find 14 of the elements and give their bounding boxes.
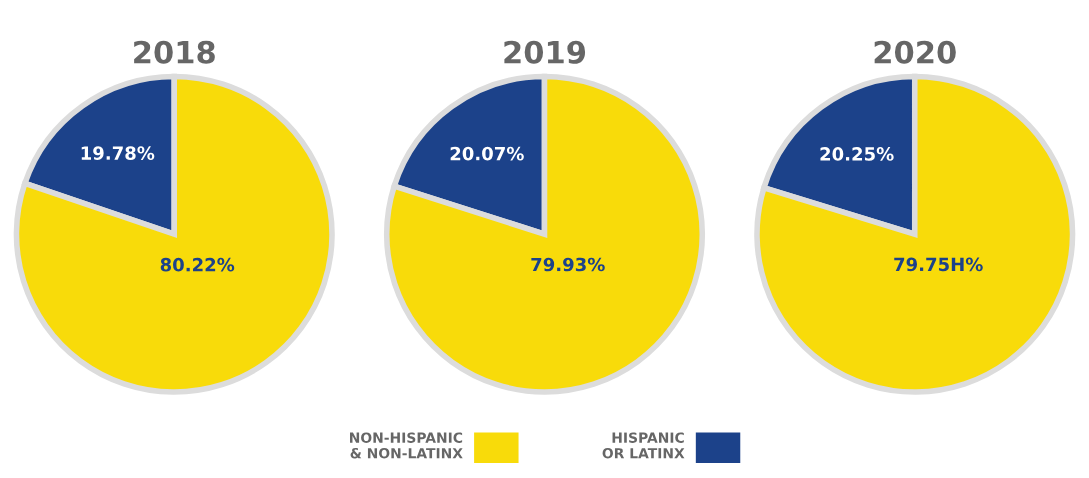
data-label: 20.25% — [820, 147, 894, 161]
data-label: 79.93% — [531, 257, 605, 272]
chart-title: 2019 — [504, 40, 586, 64]
data-label: 79.75H% — [894, 257, 983, 272]
data-label: 19.78% — [81, 146, 155, 160]
data-label: 80.22% — [160, 257, 235, 272]
legend-label: NON-HISPANIC & NON-LATINX — [350, 432, 463, 459]
data-label: 20.07% — [450, 146, 524, 161]
chart-title: 2020 — [874, 40, 956, 64]
pie-slice — [13, 73, 335, 395]
chart-title: 2018 — [134, 40, 215, 64]
legend-label: HISPANIC OR LATINX — [602, 432, 685, 459]
pie-slice — [383, 73, 706, 395]
pie-slice — [754, 73, 1076, 395]
